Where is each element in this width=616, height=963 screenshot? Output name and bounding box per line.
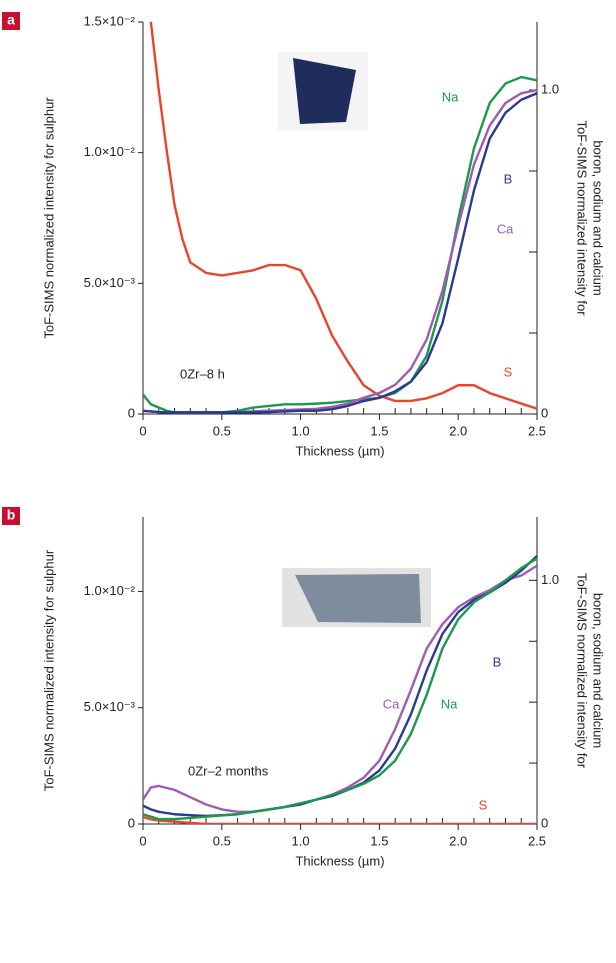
x-tick-label: 1.5 xyxy=(370,423,388,438)
y2-axis-label: boron, sodium and calcium xyxy=(591,593,606,748)
x-tick-label: 1.0 xyxy=(292,833,310,848)
x-axis-label: Thickness (µm) xyxy=(295,443,384,458)
y-tick-label: 1.0×10⁻² xyxy=(84,144,136,159)
y-tick-label: 5.0×10⁻³ xyxy=(84,275,136,290)
annotation: 0Zr–8 h xyxy=(180,366,225,381)
panel-label-box xyxy=(2,507,20,525)
x-tick-label: 0 xyxy=(139,833,146,848)
series-line xyxy=(143,557,537,821)
series-line xyxy=(143,92,537,414)
plot-area xyxy=(143,555,537,824)
y-axis-label: ToF-SIMS normalized intensity for sulphu… xyxy=(41,97,56,339)
series-line xyxy=(149,22,537,410)
x-tick-label: 0 xyxy=(139,423,146,438)
x-tick-label: 0.5 xyxy=(213,833,231,848)
y-tick-label: 5.0×10⁻³ xyxy=(84,699,136,714)
x-tick-label: 1.0 xyxy=(292,423,310,438)
series-label: Na xyxy=(442,89,459,104)
series-label: B xyxy=(504,171,513,186)
x-tick-label: 0.5 xyxy=(213,423,231,438)
y2-tick-label: 1.0 xyxy=(541,572,559,587)
y-tick-label: 0 xyxy=(128,405,135,420)
panel-label: a xyxy=(7,12,15,28)
series-label: S xyxy=(504,364,513,379)
series-label: Ca xyxy=(383,696,400,711)
annotation: 0Zr–2 months xyxy=(188,763,269,778)
panel-label: b xyxy=(7,507,16,523)
y2-axis-label: ToF-SIMS normalized intensity for xyxy=(575,120,590,316)
x-tick-label: 2.0 xyxy=(449,423,467,438)
y-tick-label: 1.5×10⁻² xyxy=(84,13,136,28)
y2-tick-label: 1.0 xyxy=(541,81,559,96)
series-label: Na xyxy=(441,696,458,711)
panel-label-box xyxy=(2,12,20,30)
series-line xyxy=(143,815,537,824)
x-tick-label: 2.5 xyxy=(528,833,546,848)
x-axis-label: Thickness (µm) xyxy=(295,853,384,868)
y-tick-label: 1.0×10⁻² xyxy=(84,583,136,598)
y2-tick-label: 0 xyxy=(541,405,548,420)
series-label: S xyxy=(479,797,488,812)
inset-photo xyxy=(278,52,368,130)
y2-axis-label: boron, sodium and calcium xyxy=(591,140,606,295)
y2-tick-label: 0 xyxy=(541,815,548,830)
x-tick-label: 2.5 xyxy=(528,423,546,438)
y2-axis-label: ToF-SIMS normalized intensity for xyxy=(575,573,590,769)
series-label: Ca xyxy=(497,221,514,236)
x-tick-label: 2.0 xyxy=(449,833,467,848)
inset-photo xyxy=(282,568,431,627)
y-tick-label: 0 xyxy=(128,815,135,830)
x-tick-label: 1.5 xyxy=(370,833,388,848)
plot-area xyxy=(143,22,537,414)
series-label: B xyxy=(493,654,502,669)
y-axis-label: ToF-SIMS normalized intensity for sulphu… xyxy=(41,549,56,791)
